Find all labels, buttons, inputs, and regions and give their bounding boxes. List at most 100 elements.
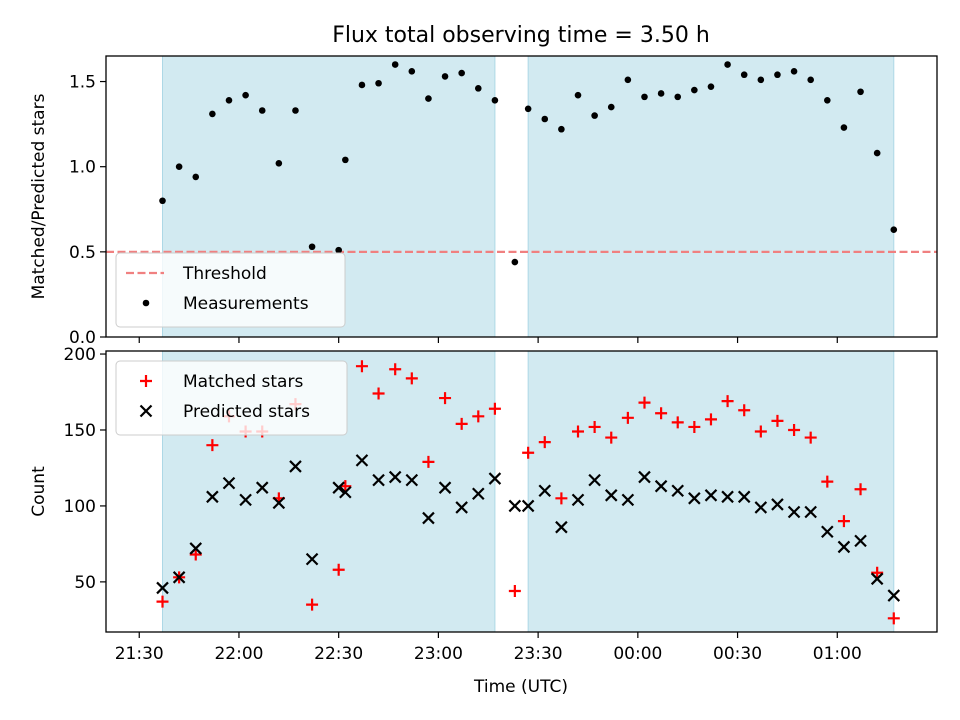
data-point <box>688 420 701 433</box>
data-point <box>654 479 668 493</box>
data-point <box>488 402 501 415</box>
x-tick-label: 21:30 <box>115 644 164 664</box>
y-axis-label: Count <box>29 466 49 517</box>
x-axis-label: Time (UTC) <box>473 677 568 697</box>
data-point <box>624 76 632 84</box>
data-point <box>821 475 834 488</box>
x-tick-label: 22:30 <box>314 644 363 664</box>
data-point <box>804 505 817 519</box>
x-tick-label: 00:00 <box>613 644 662 664</box>
data-point <box>239 493 252 507</box>
data-point <box>156 595 169 608</box>
data-point <box>332 481 345 494</box>
data-point <box>655 407 668 420</box>
data-point <box>524 105 532 113</box>
data-point <box>225 96 233 104</box>
data-point <box>472 410 485 423</box>
y-tick-label: 0.0 <box>69 328 96 348</box>
data-point <box>558 125 565 133</box>
data-point <box>342 156 349 164</box>
data-point <box>787 505 801 519</box>
data-point <box>206 490 219 504</box>
legend-box <box>115 252 346 328</box>
data-point <box>621 411 634 424</box>
data-point <box>372 473 385 487</box>
data-point <box>438 481 452 494</box>
data-point <box>740 71 748 79</box>
shaded-interval <box>527 55 895 338</box>
data-point <box>508 499 522 513</box>
y-tick-label: 1.0 <box>69 158 96 178</box>
ratio-panel: 0.0 0.5 1.0 1.5 Matched/Predicted stars Thres… <box>29 55 938 348</box>
data-point <box>774 71 781 79</box>
data-point <box>522 446 535 459</box>
legend-marker <box>140 375 152 387</box>
data-point <box>707 83 715 90</box>
data-point <box>358 81 366 89</box>
data-point <box>332 563 345 576</box>
data-point <box>474 85 482 92</box>
data-point <box>306 598 319 611</box>
shaded-interval <box>527 350 895 633</box>
data-point <box>738 404 751 417</box>
x-tick-label: 23:00 <box>414 644 463 664</box>
data-point <box>555 520 568 534</box>
data-point <box>292 107 299 114</box>
data-point <box>422 511 435 525</box>
data-point <box>275 159 283 167</box>
data-point <box>455 501 468 514</box>
data-point <box>691 86 698 94</box>
data-point <box>754 425 767 438</box>
data-point <box>405 372 418 385</box>
data-point <box>408 68 416 75</box>
data-point <box>355 360 368 373</box>
data-point <box>807 76 814 84</box>
data-point <box>887 612 900 625</box>
data-point <box>206 439 219 452</box>
data-point <box>737 490 751 504</box>
data-point <box>538 484 552 498</box>
data-point <box>488 472 502 485</box>
data-point <box>790 68 798 75</box>
legend-label: Measurements <box>183 294 309 314</box>
data-point <box>388 470 402 484</box>
data-point <box>887 589 901 602</box>
data-point <box>754 501 768 514</box>
data-point <box>189 548 202 561</box>
data-point <box>538 436 551 449</box>
data-point <box>638 396 651 409</box>
data-point <box>405 473 419 487</box>
data-point <box>837 515 850 528</box>
x-tick-label: 00:30 <box>713 644 762 664</box>
x-tick-label: 23:30 <box>514 644 563 664</box>
data-point <box>555 492 568 505</box>
data-point <box>305 552 319 566</box>
data-point <box>771 414 784 427</box>
data-point <box>604 489 618 502</box>
axes-frame <box>105 55 938 338</box>
data-point <box>840 124 848 131</box>
y-tick-label: 50 <box>74 573 96 593</box>
y-tick-label: 200 <box>64 345 96 365</box>
data-point <box>638 470 651 484</box>
data-point <box>788 423 801 436</box>
data-point <box>242 91 249 99</box>
data-point <box>873 149 881 157</box>
data-point <box>671 416 684 429</box>
data-point <box>159 197 166 205</box>
x-tick-label: 01:00 <box>813 644 862 664</box>
data-point <box>607 103 615 111</box>
data-point <box>335 246 342 254</box>
data-point <box>255 481 269 494</box>
data-point <box>671 484 685 498</box>
data-point <box>375 79 382 87</box>
y-tick-label: 150 <box>64 421 96 441</box>
data-point <box>771 498 784 511</box>
data-point <box>455 417 468 430</box>
legend-marker <box>139 404 153 418</box>
data-point <box>605 431 618 444</box>
data-point <box>657 90 665 97</box>
data-point <box>871 566 884 579</box>
y-tick-label: 100 <box>64 497 96 517</box>
data-point <box>804 431 817 444</box>
